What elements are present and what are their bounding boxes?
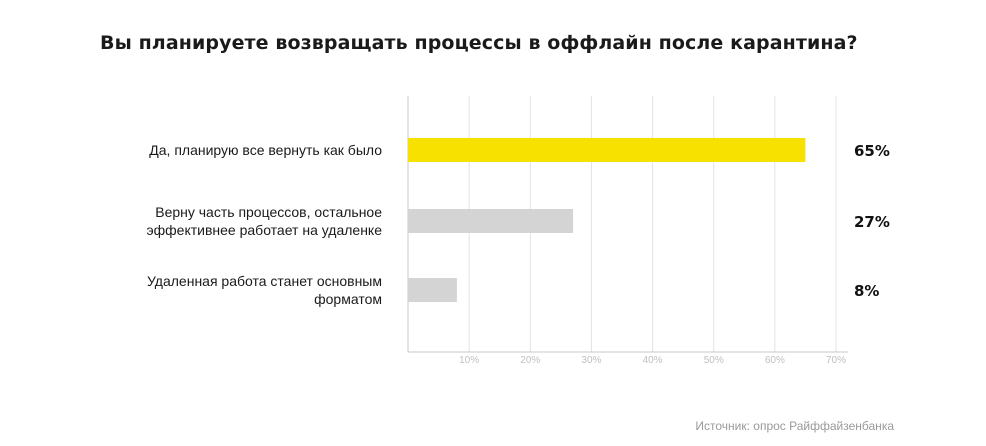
x-tick-label: 20% [520, 355, 540, 366]
x-tick-label: 60% [765, 355, 785, 366]
category-label: Удаленная работа станет основным форматом [147, 273, 382, 307]
bar [408, 138, 806, 162]
value-label: 8% [854, 282, 879, 300]
bar [408, 278, 457, 302]
category-label-line: Верну часть процессов, остальное [155, 204, 382, 220]
value-label: 65% [854, 142, 890, 160]
source-note: Источник: опрос Райффайзенбанка [695, 419, 894, 433]
x-tick-label: 40% [643, 355, 663, 366]
chart-title: Вы планируете возвращать процессы в оффл… [100, 32, 858, 54]
x-tick-label: 50% [704, 355, 724, 366]
category-label-line: форматом [314, 291, 382, 307]
category-label: Верну часть процессов, остальное эффектив… [147, 204, 383, 238]
value-label: 27% [854, 213, 890, 231]
category-label-line: Удаленная работа станет основным [147, 273, 382, 289]
bar [408, 209, 574, 233]
x-tick-label: 70% [826, 355, 846, 366]
category-label-line: эффективнее работает на удаленке [147, 222, 383, 238]
x-tick-label: 30% [581, 355, 601, 366]
category-label-line: Да, планирую все вернуть как было [149, 142, 382, 158]
x-tick-label: 10% [459, 355, 479, 366]
category-label: Да, планирую все вернуть как было [149, 142, 382, 158]
